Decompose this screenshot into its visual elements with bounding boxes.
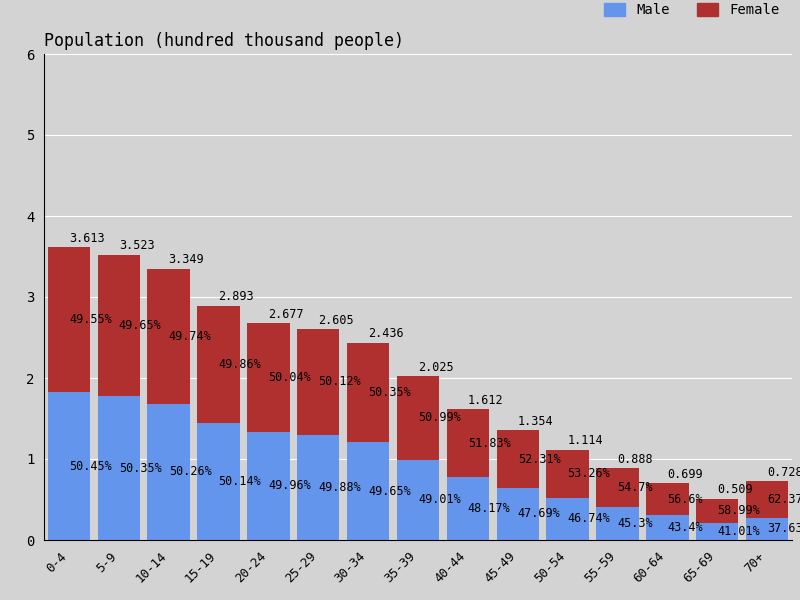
Text: 49.65%: 49.65% <box>368 485 411 497</box>
Text: 3.523: 3.523 <box>119 239 154 252</box>
Text: 1.354: 1.354 <box>518 415 554 428</box>
Bar <box>446 409 489 477</box>
Text: 50.35%: 50.35% <box>368 386 411 399</box>
Text: 47.69%: 47.69% <box>518 508 561 520</box>
Text: 54.7%: 54.7% <box>618 481 653 494</box>
Bar <box>247 323 290 431</box>
Bar <box>347 442 390 540</box>
Bar <box>696 499 738 523</box>
Bar <box>546 498 589 540</box>
Text: 48.17%: 48.17% <box>468 502 510 515</box>
Bar <box>198 422 240 540</box>
Text: 3.613: 3.613 <box>69 232 105 245</box>
Bar <box>446 477 489 540</box>
Text: 50.12%: 50.12% <box>318 376 361 388</box>
Bar <box>497 430 539 488</box>
Text: 2.436: 2.436 <box>368 327 404 340</box>
Text: 56.6%: 56.6% <box>667 493 703 506</box>
Text: 50.99%: 50.99% <box>418 411 461 424</box>
Text: 49.65%: 49.65% <box>119 319 162 332</box>
Bar <box>397 376 439 460</box>
Bar <box>497 488 539 540</box>
Text: 1.612: 1.612 <box>468 394 503 407</box>
Bar <box>746 481 788 518</box>
Text: 51.83%: 51.83% <box>468 437 510 450</box>
Text: 0.728: 0.728 <box>767 466 800 479</box>
Bar <box>297 329 339 435</box>
Text: 50.35%: 50.35% <box>119 461 162 475</box>
Text: 50.45%: 50.45% <box>69 460 112 473</box>
Bar <box>596 508 638 540</box>
Bar <box>746 518 788 540</box>
Text: 2.025: 2.025 <box>418 361 454 374</box>
Text: 49.96%: 49.96% <box>268 479 311 493</box>
Bar <box>48 392 90 540</box>
Bar <box>397 460 439 540</box>
Text: 3.349: 3.349 <box>169 253 204 266</box>
Text: 52.31%: 52.31% <box>518 452 561 466</box>
Text: 46.74%: 46.74% <box>568 512 610 526</box>
Bar <box>646 484 689 515</box>
Bar <box>646 515 689 540</box>
Text: Population (hundred thousand people): Population (hundred thousand people) <box>44 32 404 50</box>
Text: 49.01%: 49.01% <box>418 493 461 506</box>
Bar <box>696 523 738 540</box>
Bar <box>596 468 638 508</box>
Text: 58.99%: 58.99% <box>718 505 760 517</box>
Text: 53.26%: 53.26% <box>568 467 610 480</box>
Bar <box>98 397 140 540</box>
Text: 50.04%: 50.04% <box>268 371 311 384</box>
Text: 49.88%: 49.88% <box>318 481 361 494</box>
Bar <box>98 254 140 397</box>
Text: 0.888: 0.888 <box>618 452 653 466</box>
Legend: Male, Female: Male, Female <box>598 0 785 23</box>
Text: 45.3%: 45.3% <box>618 517 653 530</box>
Text: 49.55%: 49.55% <box>69 313 112 326</box>
Text: 0.509: 0.509 <box>718 484 753 496</box>
Text: 2.605: 2.605 <box>318 314 354 326</box>
Bar <box>198 305 240 422</box>
Text: 50.26%: 50.26% <box>169 466 211 478</box>
Bar <box>147 269 190 404</box>
Text: 43.4%: 43.4% <box>667 521 703 534</box>
Text: 1.114: 1.114 <box>568 434 603 448</box>
Bar <box>48 247 90 392</box>
Text: 50.14%: 50.14% <box>218 475 262 488</box>
Bar <box>297 435 339 540</box>
Text: 37.63%: 37.63% <box>767 523 800 535</box>
Text: 2.893: 2.893 <box>218 290 254 303</box>
Bar <box>247 431 290 540</box>
Bar <box>347 343 390 442</box>
Text: 41.01%: 41.01% <box>718 525 760 538</box>
Text: 0.699: 0.699 <box>667 468 703 481</box>
Text: 62.37%: 62.37% <box>767 493 800 506</box>
Text: 49.86%: 49.86% <box>218 358 262 371</box>
Bar <box>147 404 190 540</box>
Bar <box>546 450 589 498</box>
Text: 49.74%: 49.74% <box>169 329 211 343</box>
Text: 2.677: 2.677 <box>268 308 304 321</box>
